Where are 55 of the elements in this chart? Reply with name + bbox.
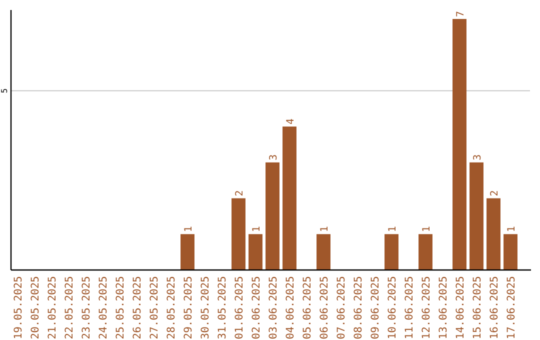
x-tick-label: 25.05.2025	[114, 276, 126, 340]
x-tick-label: 17.06.2025	[506, 276, 518, 340]
bar	[266, 162, 280, 270]
data-label: 3	[472, 154, 484, 160]
bar	[452, 18, 466, 270]
data-label: 1	[506, 226, 518, 232]
data-label: 1	[252, 226, 262, 232]
bar	[316, 234, 330, 270]
x-tick-label: 24.05.2025	[98, 276, 110, 340]
x-tick-label: 16.06.2025	[488, 276, 500, 340]
bar	[486, 198, 500, 270]
x-tick-label: 13.06.2025	[438, 276, 450, 340]
x-tick-label: 22.05.2025	[64, 276, 76, 340]
x-tick-label: 29.05.2025	[182, 276, 194, 340]
x-tick-label: 31.05.2025	[216, 276, 228, 340]
y-tick-label: 5	[0, 88, 9, 94]
x-tick-label: 09.06.2025	[370, 276, 382, 340]
data-label: 1	[422, 226, 432, 232]
x-tick-label: 04.06.2025	[284, 276, 296, 340]
x-tick-label: 08.06.2025	[352, 276, 364, 340]
x-tick-label: 05.06.2025	[302, 276, 314, 340]
x-tick-label: 02.06.2025	[250, 276, 262, 340]
x-tick-label: 21.05.2025	[46, 276, 58, 340]
bar	[248, 234, 262, 270]
bar	[418, 234, 432, 270]
data-label: 7	[456, 10, 466, 17]
x-tick-label: 10.06.2025	[386, 276, 398, 340]
x-tick-label: 27.05.2025	[148, 276, 160, 340]
bar	[504, 234, 518, 270]
x-tick-label: 14.06.2025	[454, 276, 466, 340]
x-tick-label: 12.06.2025	[420, 276, 432, 340]
x-tick-label: 20.05.2025	[30, 276, 42, 340]
data-label: 1	[388, 226, 398, 232]
x-tick-label: 06.06.2025	[318, 276, 330, 340]
data-label: 1	[320, 226, 330, 232]
x-tick-label: 07.06.2025	[336, 276, 348, 340]
x-tick-label: 11.06.2025	[404, 276, 416, 340]
x-tick-label: 28.05.2025	[166, 276, 178, 340]
x-tick-label: 15.06.2025	[472, 276, 484, 340]
data-label: 2	[490, 190, 500, 196]
bar	[282, 126, 296, 270]
x-tick-label: 01.06.2025	[234, 276, 246, 340]
data-label: 1	[184, 226, 194, 232]
data-label: 3	[268, 154, 280, 160]
bar	[180, 234, 194, 270]
x-tick-label: 30.05.2025	[200, 276, 212, 340]
x-tick-label: 03.06.2025	[268, 276, 280, 340]
x-tick-label: 26.05.2025	[132, 276, 144, 340]
data-label: 4	[286, 118, 296, 125]
x-tick-label: 23.05.2025	[80, 276, 92, 340]
bar	[232, 198, 246, 270]
x-tick-label: 19.05.2025	[12, 276, 24, 340]
bar	[470, 162, 484, 270]
data-label: 2	[234, 190, 246, 196]
bar	[384, 234, 398, 270]
